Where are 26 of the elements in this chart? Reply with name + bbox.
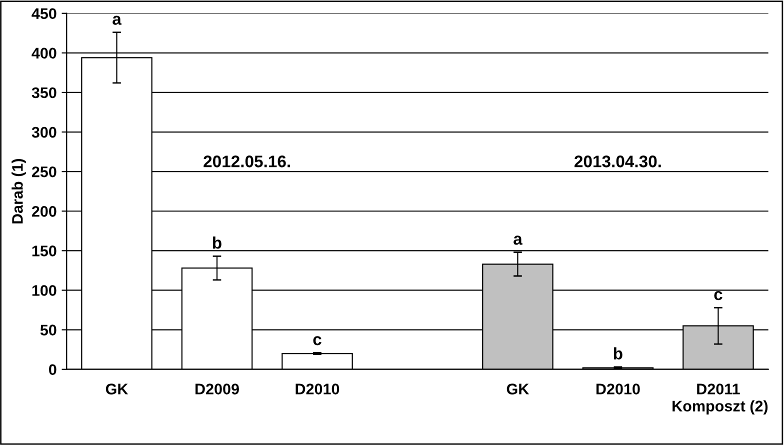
x-tick-label: D2010 — [596, 384, 640, 394]
y-tick-label: 250 — [32, 166, 56, 178]
y-tick-label: 150 — [32, 246, 56, 256]
x-tick-label: D2011 — [697, 384, 740, 394]
annotation: 2013.04.30. — [574, 156, 661, 168]
data-label: a — [112, 16, 122, 25]
x-tick-label: GK — [506, 384, 530, 394]
y-tick-label: 50 — [40, 324, 56, 336]
y-tick-label: 0 — [49, 364, 56, 376]
y-tick-label: 300 — [32, 126, 56, 138]
y-tick-label: 100 — [32, 285, 56, 296]
y-tick-label: 450 — [32, 8, 56, 20]
y-tick-label: 200 — [32, 206, 56, 217]
data-label: a — [514, 236, 522, 245]
x-tick-label: D2009 — [196, 384, 239, 394]
y-axis-title: Darab (1) — [12, 158, 26, 224]
x-axis-title: Komposzt (2) — [672, 400, 768, 414]
x-tick-label: D2010 — [296, 384, 340, 394]
data-label: b — [213, 236, 222, 249]
y-tick-label: 400 — [32, 48, 56, 59]
x-tick-label: GK — [106, 384, 128, 394]
y-tick-label: 350 — [32, 87, 56, 98]
annotation: 2012.05.16. — [204, 156, 290, 168]
data-label: c — [714, 291, 722, 300]
data-label: b — [614, 347, 622, 360]
data-label: c — [313, 336, 322, 346]
